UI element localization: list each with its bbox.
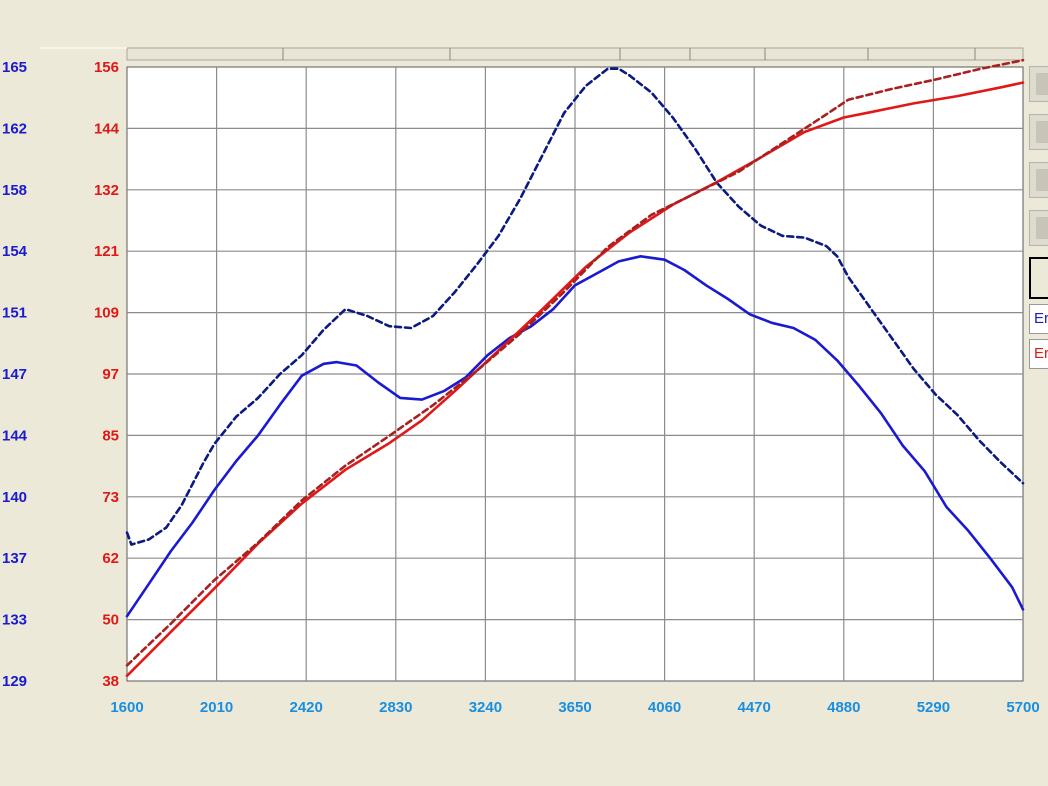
- blue-axis-tick-label: 154: [2, 243, 28, 260]
- blue-axis-tick-label: 147: [2, 366, 27, 383]
- x-axis-tick-label: 1600: [110, 699, 143, 716]
- red-axis-tick-label: 85: [102, 427, 119, 444]
- toolbar-strip: [126, 47, 1024, 61]
- x-axis-tick-label: 4470: [738, 699, 771, 716]
- x-axis: 1600 2010 2420 2830 3240 3650 4060 4470 4880 5290…: [110, 699, 1039, 716]
- red-axis-tick-label: 73: [102, 489, 119, 506]
- red-axis-tick-label: 109: [94, 305, 119, 322]
- series-layer: [125, 58, 1025, 678]
- red-axis-tick-label: 50: [102, 612, 119, 629]
- red-axis-tick-label: 121: [94, 243, 119, 260]
- series-line-1: [125, 254, 1025, 618]
- red-axis-tick-label: 62: [102, 550, 119, 567]
- side-button-3[interactable]: [1029, 162, 1048, 198]
- blue-axis-tick-label: 129: [2, 673, 27, 690]
- blue-axis-tick-label: 140: [2, 489, 27, 506]
- red-axis-tick-label: 144: [94, 120, 120, 137]
- red-axis-tick-label: 38: [102, 673, 119, 690]
- x-axis-tick-label: 2420: [290, 699, 323, 716]
- x-axis-tick-label: 4880: [827, 699, 860, 716]
- series-line-3: [125, 81, 1025, 678]
- red-axis-tick-label: 97: [102, 366, 119, 383]
- blue-axis-tick-label: 137: [2, 550, 27, 567]
- blue-axis-tick-label: 165: [2, 59, 27, 76]
- left-red-axis: 156 144 132 121 109 97 85 73 62 50 38: [94, 59, 120, 690]
- x-axis-tick-label: 2830: [379, 699, 412, 716]
- side-button-4[interactable]: [1029, 210, 1048, 246]
- x-axis-tick-label: 4060: [648, 699, 681, 716]
- side-button-1[interactable]: [1029, 66, 1048, 102]
- top-toolbar-strip: [40, 47, 1024, 61]
- blue-axis-tick-label: 144: [2, 427, 28, 444]
- side-field-red[interactable]: Er: [1029, 339, 1048, 369]
- blue-axis-tick-label: 133: [2, 612, 27, 629]
- side-button-selected[interactable]: [1029, 257, 1048, 299]
- blue-axis-tick-label: 162: [2, 120, 27, 137]
- blue-axis-tick-label: 158: [2, 182, 27, 199]
- x-axis-tick-label: 3240: [469, 699, 502, 716]
- x-axis-tick-label: 2010: [200, 699, 233, 716]
- red-axis-tick-label: 132: [94, 182, 119, 199]
- series-line-2: [125, 67, 1025, 546]
- x-axis-tick-label: 5290: [917, 699, 950, 716]
- x-axis-tick-label: 5700: [1006, 699, 1039, 716]
- x-axis-tick-label: 3650: [558, 699, 591, 716]
- series-line-4: [125, 58, 1025, 667]
- blue-axis-tick-label: 151: [2, 305, 27, 322]
- side-button-2[interactable]: [1029, 114, 1048, 150]
- left-blue-axis: 165 162 158 154 151 147 144 140 137 133 129: [2, 59, 28, 690]
- side-field-blue[interactable]: Er: [1029, 304, 1048, 334]
- red-axis-tick-label: 156: [94, 59, 119, 76]
